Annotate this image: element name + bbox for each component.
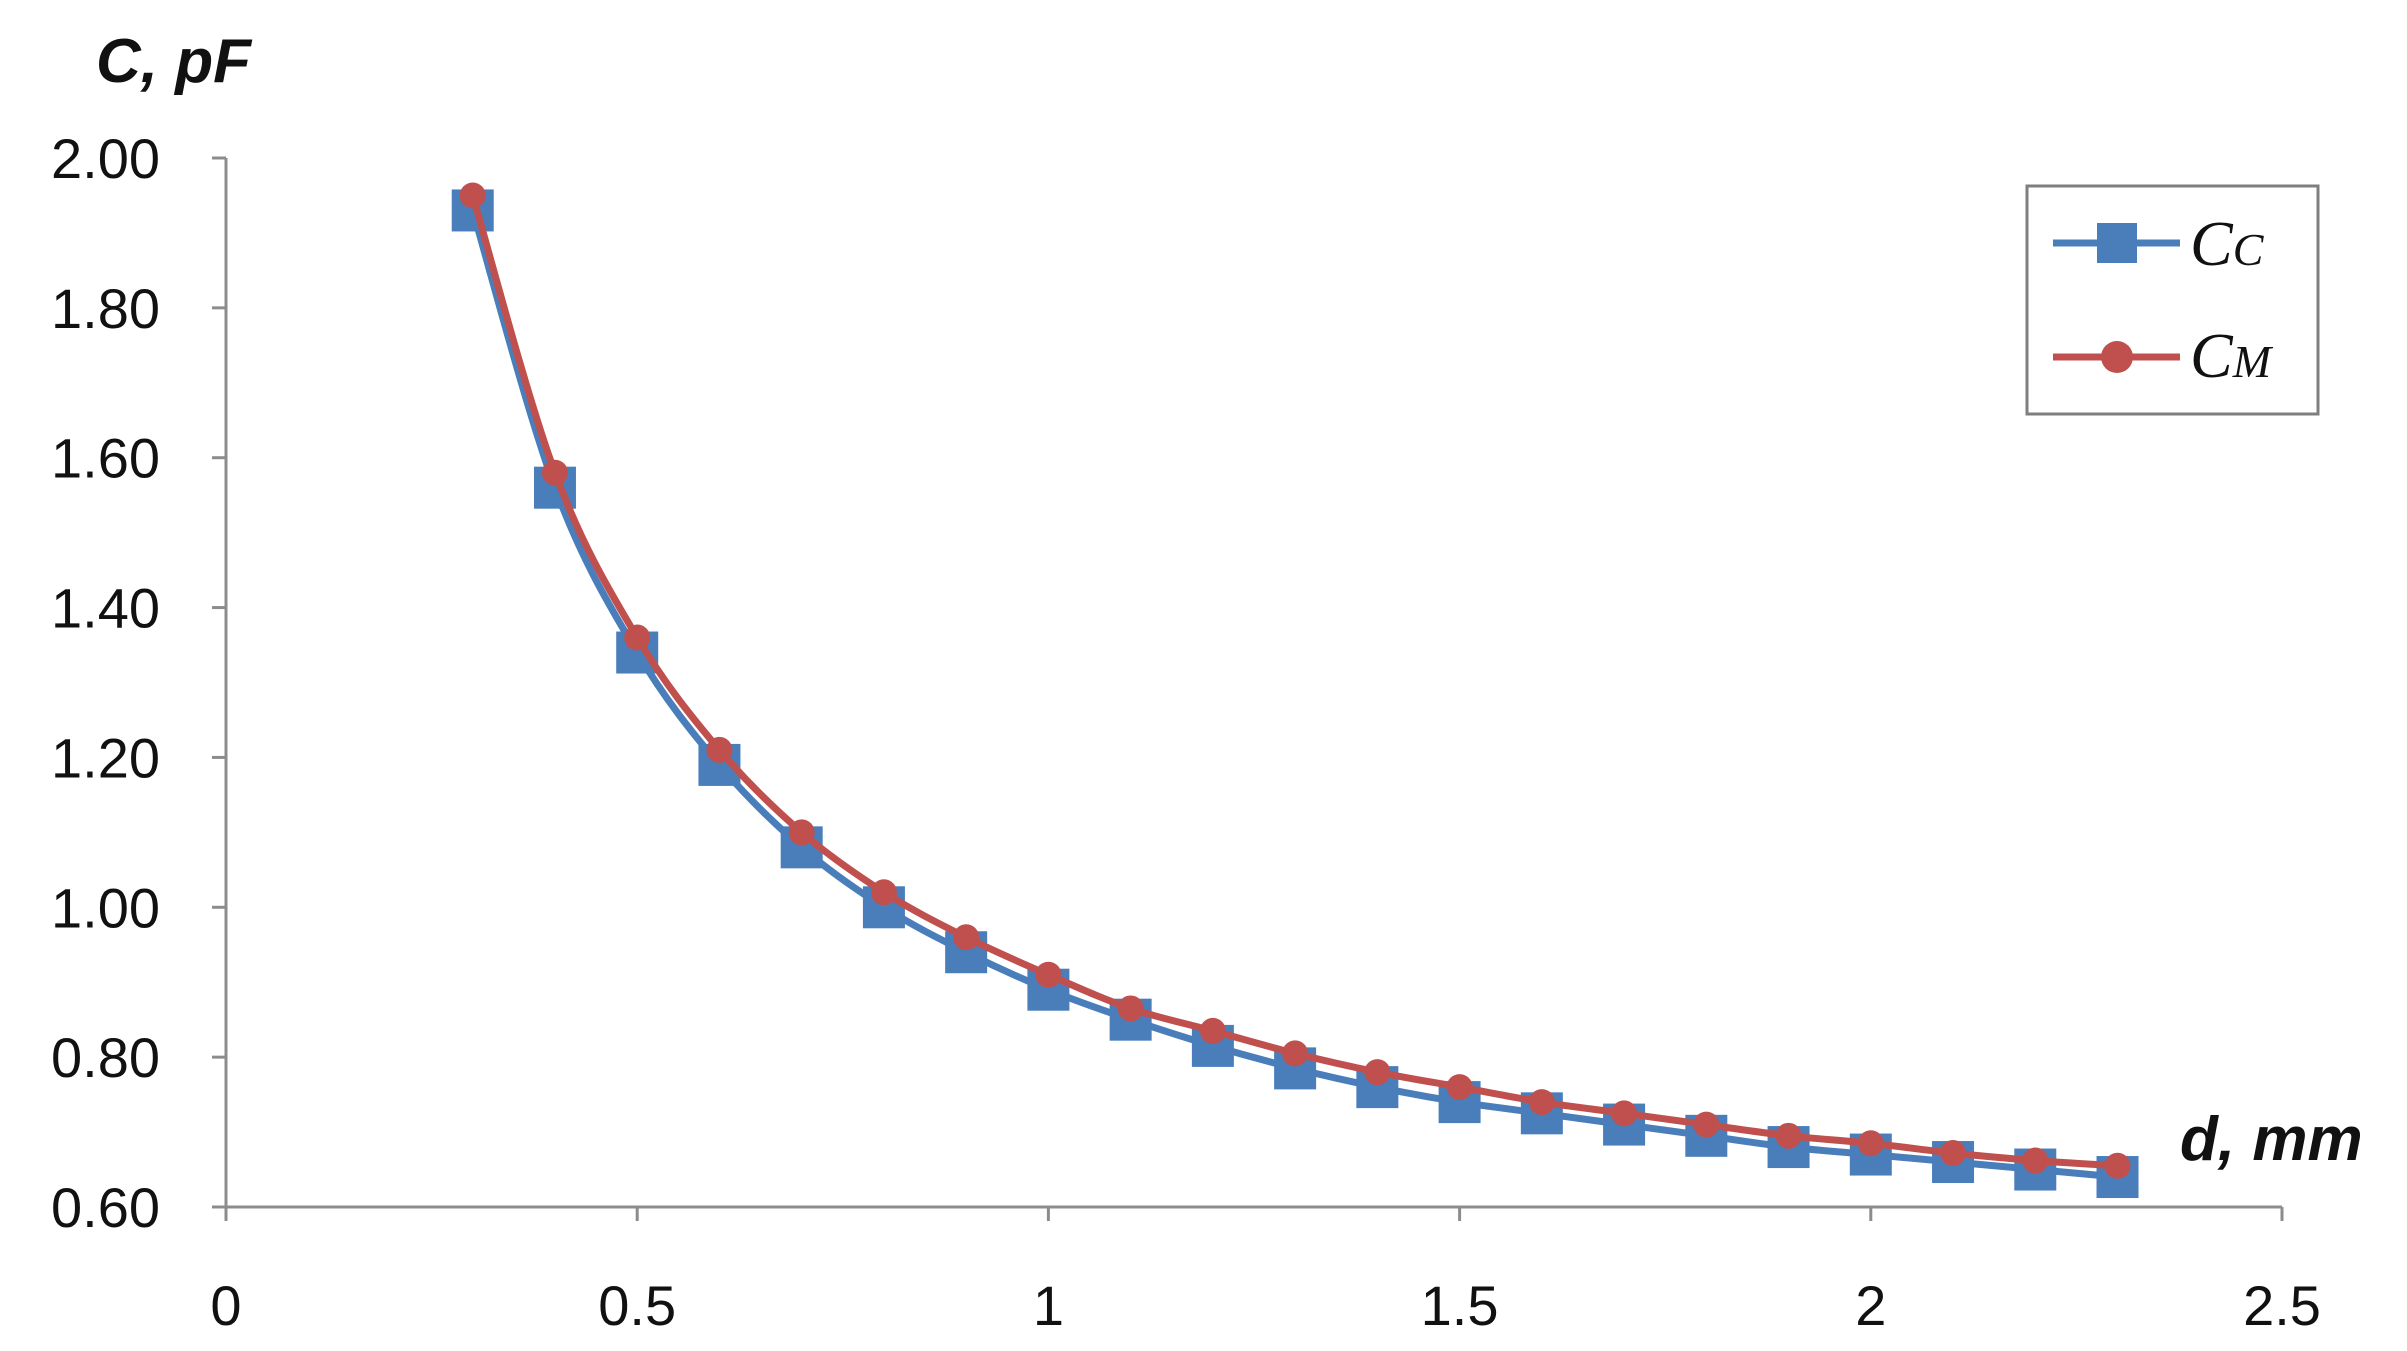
series-cm-point [1693,1111,1720,1138]
series-cm-point [459,182,486,209]
series-cm-point [1035,961,1062,988]
series-cm-point [706,736,733,763]
series-cm-point [2104,1152,2131,1179]
series-cm-point [1528,1089,1555,1116]
x-tick-label: 1.5 [1421,1274,1499,1337]
series-cm-point [1611,1100,1638,1127]
series-cm-point [1282,1040,1309,1067]
legend-label-cm: CM [2190,320,2274,391]
series-cm-point [1446,1074,1473,1101]
series-cm-point [1117,995,1144,1022]
x-tick-label: 2.5 [2243,1274,2321,1337]
y-tick-label: 1.00 [51,876,160,939]
series-cm-point [1940,1140,1967,1167]
series-cm-point [1199,1017,1226,1044]
series-cm-line [469,194,2118,1170]
x-tick-label: 2 [1855,1274,1886,1337]
axes-layer: 0.60 0.80 1.00 1.20 1.40 1.60 1.80 2.00 0 0.5 1 1.5… [51,127,2321,1337]
legend-marker-cc [2097,223,2137,263]
legend-label-cc-sub: C [2233,224,2265,275]
series-cm-point [1775,1122,1802,1149]
legend-label-cc: CC [2190,208,2265,279]
legend-marker-cm [2101,341,2133,373]
y-tick-label: 0.60 [51,1176,160,1239]
x-tick-label: 1 [1033,1274,1064,1337]
legend-label-cm-main: C [2190,320,2234,391]
y-tick-label: 1.40 [51,577,160,640]
series-layer [451,182,2139,1199]
legend-label-cm-sub: M [2232,336,2274,387]
y-tick-label: 1.60 [51,427,160,490]
series-cm-point [2022,1147,2049,1174]
legend-label-cc-main: C [2190,208,2234,279]
series-cm-point [541,459,568,486]
y-tick-label: 2.00 [51,127,160,190]
series-cm-point [953,924,980,951]
y-tick-label: 1.20 [51,726,160,789]
y-tick-label: 1.80 [51,277,160,340]
series-cc-line [469,209,2118,1181]
series-cm-point [1364,1059,1391,1086]
x-tick-label: 0.5 [598,1274,676,1337]
x-axis-title: d, mm [2180,1105,2363,1174]
series-cm-point [1857,1130,1884,1157]
series-cm-point [624,624,651,651]
legend: CC CM [2025,184,2320,416]
legend-box [2025,184,2320,416]
y-axis-title: C, pF [96,27,253,96]
x-tick-label: 0 [210,1274,241,1337]
y-tick-label: 0.80 [51,1026,160,1089]
series-cm-point [788,819,815,846]
series-cm-point [870,879,897,906]
series-cm [459,182,2131,1179]
